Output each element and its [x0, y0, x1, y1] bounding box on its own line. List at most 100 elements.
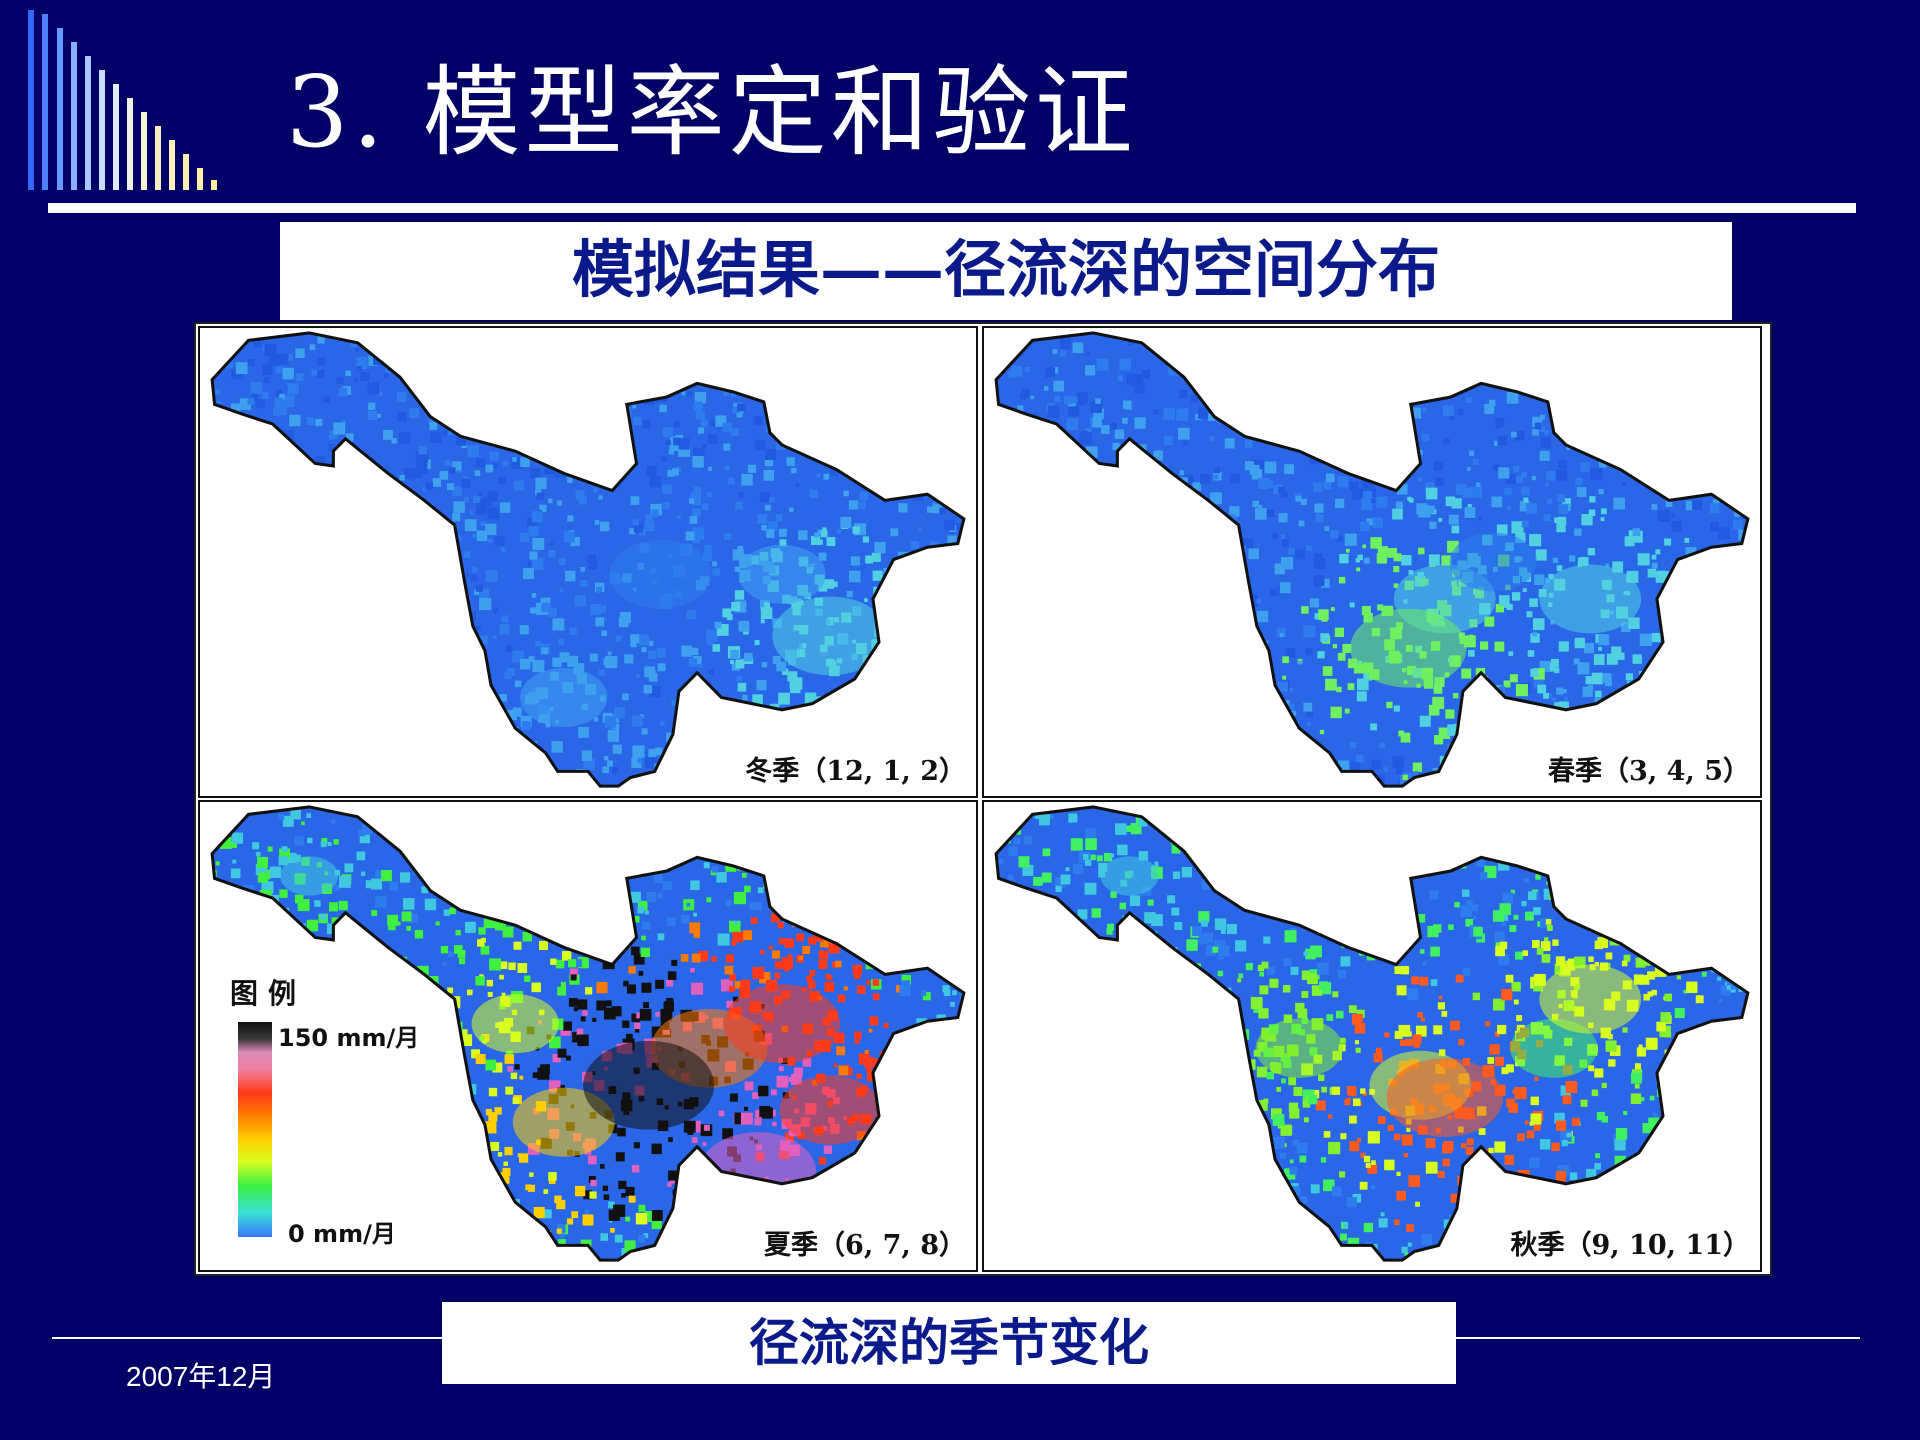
- runoff-cell: [449, 714, 461, 726]
- runoff-cell: [1239, 418, 1246, 426]
- runoff-cell: [629, 528, 636, 535]
- runoff-cell: [574, 595, 586, 607]
- runoff-cell: [1755, 576, 1760, 585]
- runoff-cell: [1249, 640, 1259, 649]
- runoff-cell: [1075, 616, 1086, 627]
- runoff-cell: [611, 723, 620, 733]
- runoff-cell: [915, 638, 926, 650]
- runoff-cell: [809, 489, 819, 499]
- runoff-cell: [481, 1171, 487, 1177]
- runoff-cell: [535, 868, 544, 877]
- runoff-cell: [1166, 693, 1178, 704]
- subtitle-text: 模拟结果——径流深的空间分布: [571, 233, 1440, 306]
- runoff-cell: [383, 429, 393, 440]
- runoff-cell: [1378, 1218, 1388, 1228]
- runoff-cell: [1393, 1133, 1401, 1141]
- runoff-cell: [459, 1029, 468, 1038]
- runoff-cell: [885, 1124, 891, 1130]
- runoff-cell: [408, 1256, 418, 1261]
- runoff-cell: [859, 1197, 870, 1209]
- runoff-cell: [223, 728, 229, 734]
- runoff-cell: [608, 1201, 615, 1209]
- runoff-cell: [1032, 1097, 1043, 1108]
- runoff-cell: [881, 703, 889, 711]
- runoff-cell: [1240, 1059, 1248, 1067]
- runoff-cell: [212, 962, 221, 975]
- runoff-cell: [693, 401, 703, 411]
- runoff-cell: [528, 656, 535, 663]
- runoff-cell: [1008, 846, 1018, 856]
- runoff-cell: [666, 979, 674, 987]
- runoff-cell: [1158, 1232, 1164, 1238]
- runoff-cell: [926, 714, 936, 724]
- runoff-cell: [1330, 530, 1339, 539]
- runoff-cell: [1183, 984, 1196, 997]
- runoff-cell: [272, 541, 285, 553]
- runoff-cell: [491, 1218, 501, 1228]
- runoff-cell: [1213, 996, 1219, 1003]
- runoff-cell: [1413, 771, 1418, 776]
- runoff-cell: [750, 917, 758, 925]
- runoff-cell: [1099, 1142, 1107, 1149]
- runoff-cell: [1314, 557, 1326, 570]
- runoff-cell: [279, 889, 288, 898]
- runoff-cell: [1735, 685, 1740, 691]
- basin-map-autumn: [994, 805, 1750, 1262]
- runoff-cell: [333, 839, 339, 845]
- runoff-cell: [261, 392, 269, 400]
- runoff-cell: [646, 891, 657, 902]
- runoff-cell: [669, 785, 675, 787]
- runoff-cell: [1352, 488, 1364, 501]
- runoff-cell: [504, 1146, 513, 1156]
- runoff-cell: [1365, 787, 1374, 796]
- runoff-cell: [278, 814, 285, 820]
- runoff-cell: [660, 789, 670, 796]
- runoff-cell: [1549, 663, 1556, 670]
- runoff-cell: [1658, 375, 1669, 386]
- runoff-cell: [433, 740, 441, 748]
- runoff-cell: [1400, 732, 1411, 743]
- runoff-cell: [1356, 934, 1366, 945]
- runoff-cell: [1662, 945, 1671, 954]
- runoff-cell: [475, 625, 481, 630]
- runoff-cell: [926, 1035, 934, 1043]
- runoff-cell: [1218, 675, 1229, 687]
- runoff-cell: [1476, 781, 1483, 787]
- runoff-cell: [1112, 1015, 1121, 1024]
- runoff-cell: [1675, 659, 1687, 671]
- runoff-cell: [717, 933, 730, 946]
- runoff-cell: [1244, 461, 1254, 471]
- runoff-cell: [733, 891, 746, 905]
- runoff-cell: [1211, 756, 1218, 763]
- runoff-cell: [463, 496, 469, 503]
- runoff-cell: [403, 621, 412, 630]
- runoff-cell: [1747, 340, 1748, 347]
- runoff-cell: [1269, 978, 1279, 988]
- runoff-cell: [213, 1113, 222, 1122]
- runoff-cell: [1053, 596, 1059, 602]
- runoff-cell: [662, 484, 672, 495]
- runoff-cell: [301, 702, 309, 710]
- runoff-cell: [747, 464, 757, 473]
- runoff-cell: [506, 1256, 511, 1261]
- runoff-cell: [564, 435, 576, 446]
- runoff-cell: [600, 521, 610, 532]
- runoff-cell: [1034, 599, 1046, 611]
- runoff-cell: [1025, 1143, 1037, 1155]
- runoff-cell: [531, 557, 544, 570]
- runoff-cell: [1070, 561, 1081, 572]
- runoff-cell: [1718, 691, 1725, 698]
- runoff-cell: [1220, 408, 1233, 421]
- runoff-cell: [280, 936, 293, 948]
- runoff-cell: [1035, 691, 1043, 700]
- runoff-cell: [289, 769, 295, 776]
- runoff-cell: [493, 703, 499, 709]
- runoff-cell: [911, 645, 922, 656]
- runoff-cell: [1495, 603, 1505, 613]
- runoff-cell: [1417, 547, 1425, 555]
- runoff-cell: [1180, 731, 1190, 741]
- runoff-cell: [1664, 538, 1672, 546]
- runoff-cell: [476, 830, 483, 837]
- runoff-cell: [472, 533, 477, 538]
- runoff-cell: [573, 440, 578, 445]
